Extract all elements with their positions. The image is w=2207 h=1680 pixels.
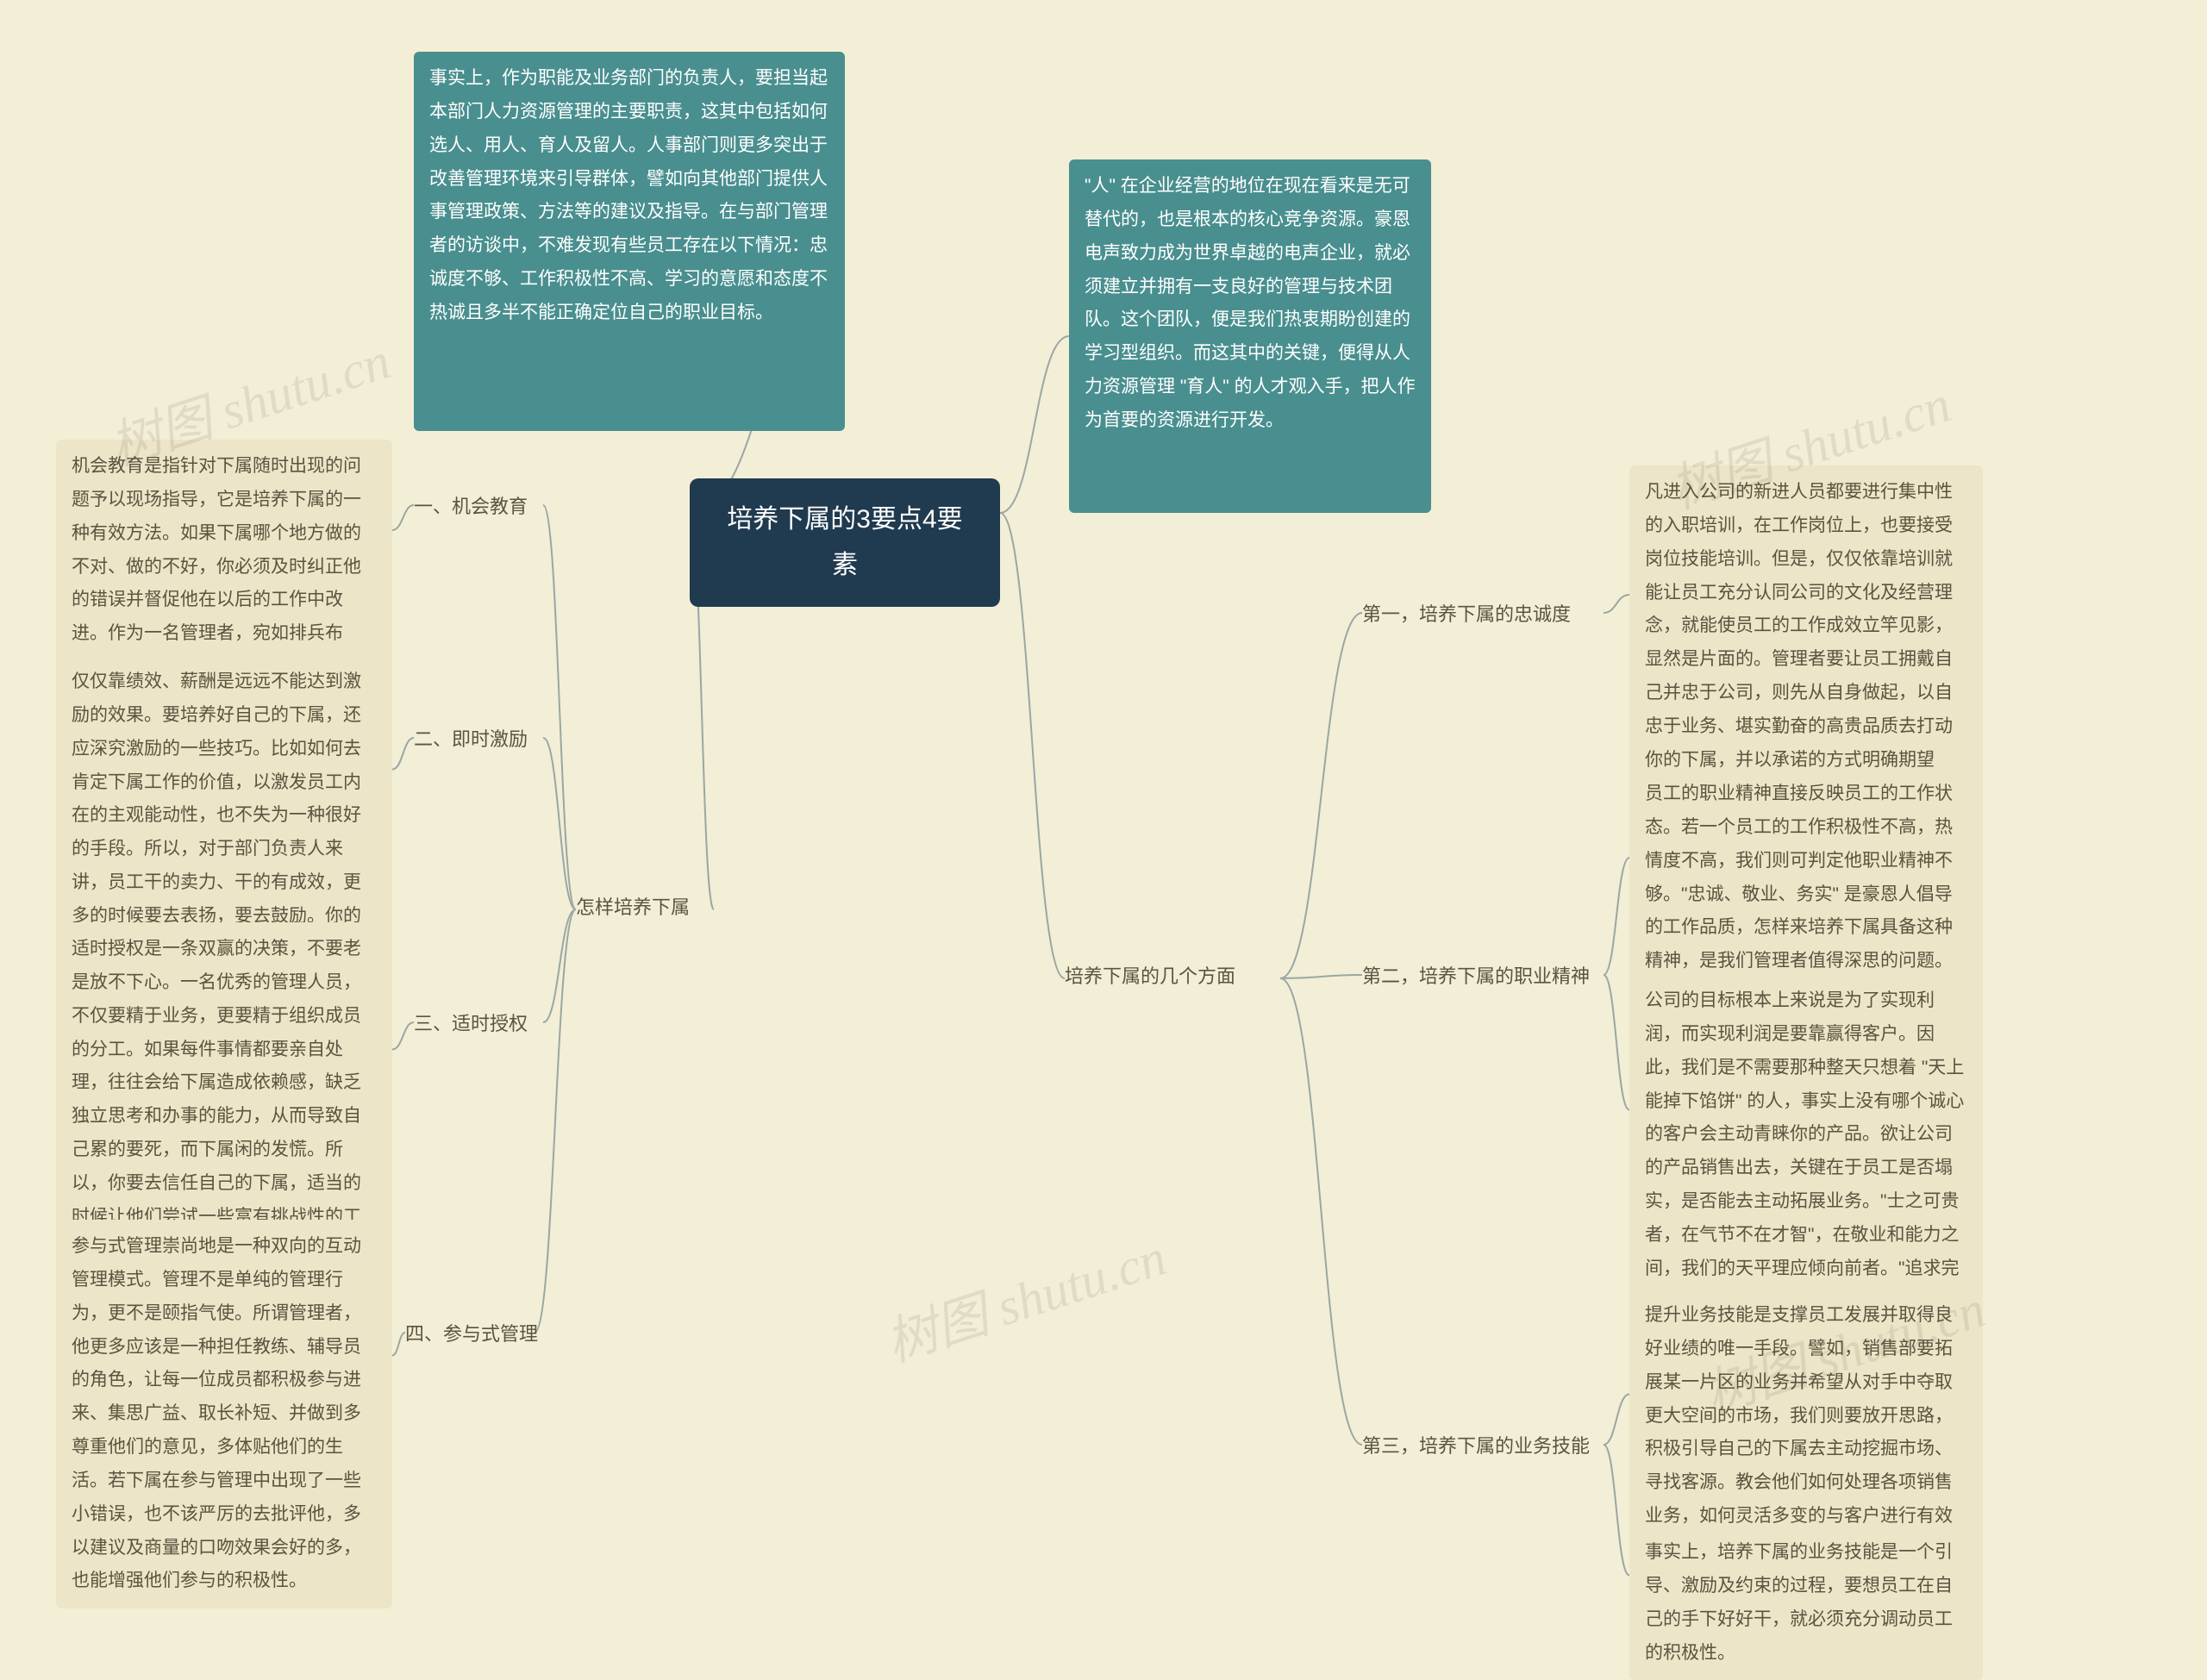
left-leaf-3: 参与式管理崇尚地是一种双向的互动管理模式。管理不是单纯的管理行为，更不是颐指气使… bbox=[56, 1220, 392, 1608]
right-item-label-1: 第二，培养下属的职业精神 bbox=[1362, 961, 1590, 989]
right-item-label-2: 第三，培养下属的业务技能 bbox=[1362, 1431, 1590, 1458]
right-item-label-0: 第一，培养下属的忠诚度 bbox=[1362, 599, 1571, 627]
left-branch-label: 怎样培养下属 bbox=[576, 892, 690, 920]
root-node: 培养下属的3要点4要素 bbox=[690, 478, 1000, 607]
left-item-label-0: 一、机会教育 bbox=[414, 491, 528, 519]
right-leaf-1-0: 员工的职业精神直接反映员工的工作状态。若一个员工的工作积极性不高，热情度不高，我… bbox=[1629, 767, 1983, 989]
right-leaf-2-1: 事实上，培养下属的业务技能是一个引导、激励及约束的过程，要想员工在自己的手下好好… bbox=[1629, 1526, 1983, 1680]
left-item-label-1: 二、即时激励 bbox=[414, 724, 528, 752]
left-item-label-2: 三、适时授权 bbox=[414, 1009, 528, 1036]
right-branch-label: 培养下属的几个方面 bbox=[1065, 961, 1235, 989]
mindmap-canvas: 培养下属的3要点4要素 事实上，作为职能及业务部门的负责人，要担当起本部门人力资源… bbox=[0, 0, 2207, 1670]
left-item-label-3: 四、参与式管理 bbox=[405, 1319, 538, 1346]
watermark: 树图 shutu.cn bbox=[875, 1215, 1174, 1377]
left-intro: 事实上，作为职能及业务部门的负责人，要担当起本部门人力资源管理的主要职责，这其中… bbox=[414, 52, 845, 431]
right-intro: "人" 在企业经营的地位在现在看来是无可替代的，也是根本的核心竞争资源。豪恩电声… bbox=[1069, 159, 1431, 513]
